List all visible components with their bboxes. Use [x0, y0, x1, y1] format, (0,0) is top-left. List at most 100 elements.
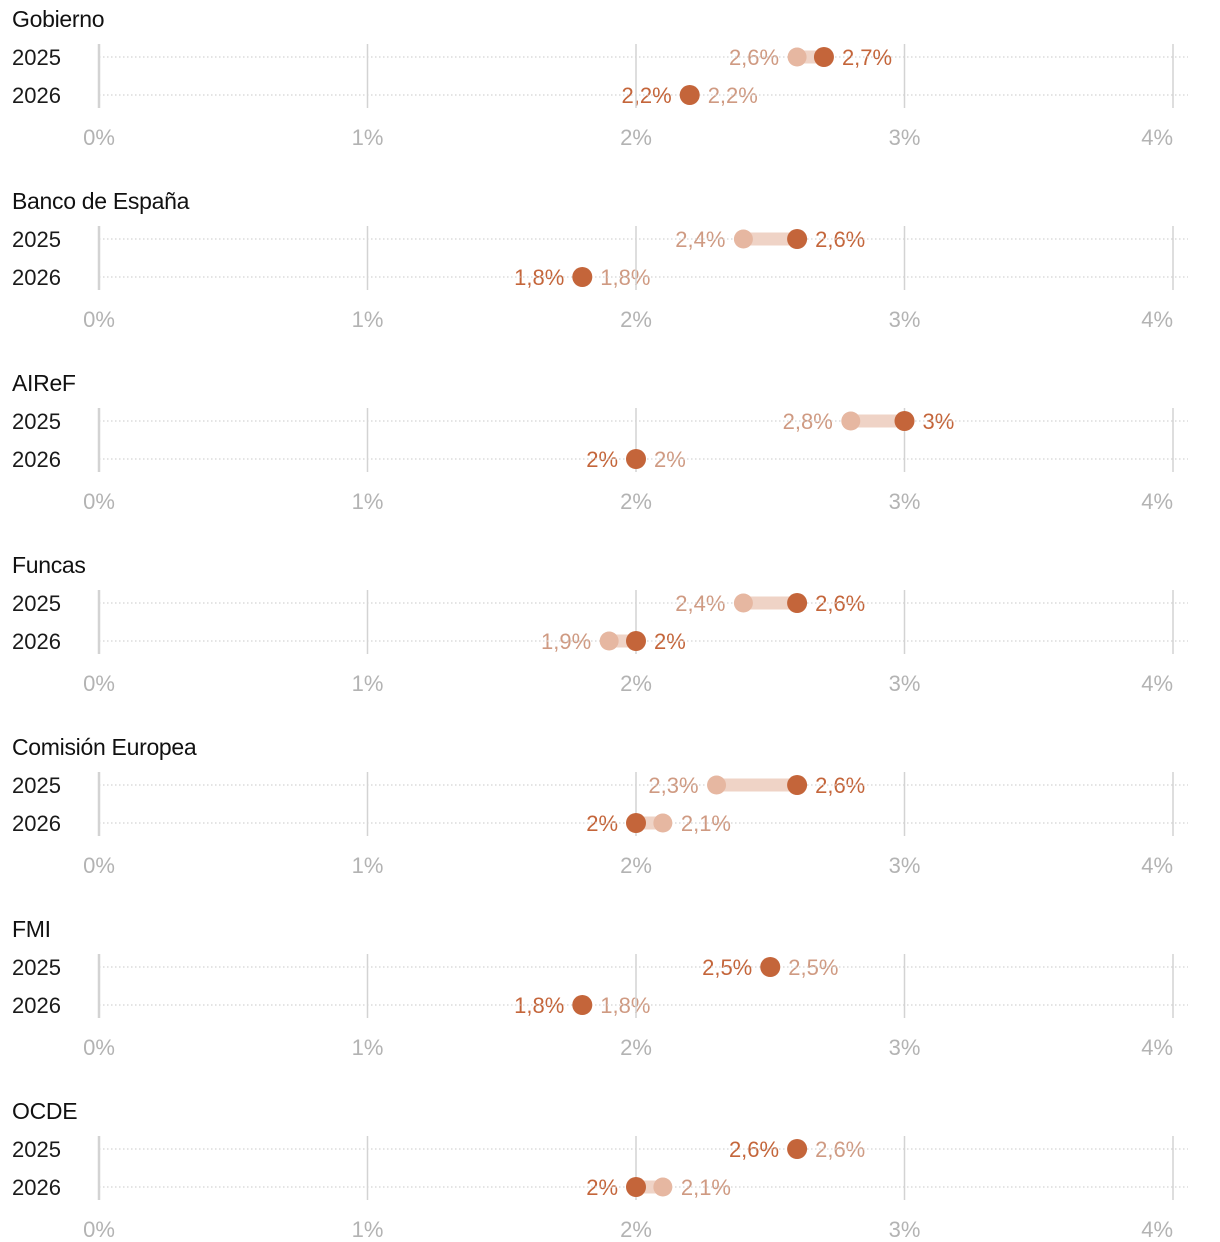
- previous-value-label: 2,1%: [681, 1175, 731, 1200]
- previous-value-label: 2,6%: [729, 45, 779, 70]
- current-forecast-dot: [787, 1139, 808, 1159]
- previous-value-label: 1,8%: [600, 265, 650, 290]
- current-value-label: 2%: [586, 811, 618, 836]
- current-forecast-dot: [760, 957, 781, 977]
- current-forecast-dot: [626, 813, 646, 833]
- current-forecast-dot: [894, 411, 915, 431]
- x-tick-label: 2%: [620, 1217, 652, 1242]
- previous-forecast-dot: [599, 631, 619, 651]
- row-label: 2026: [12, 1175, 61, 1200]
- x-tick-label: 3%: [889, 307, 921, 332]
- x-tick-label: 1%: [352, 125, 384, 150]
- row-label: 2026: [12, 811, 61, 836]
- previous-value-label: 2,5%: [788, 955, 838, 980]
- current-forecast-dot: [787, 775, 808, 795]
- previous-forecast-dot: [787, 47, 807, 67]
- x-tick-label: 4%: [1141, 1217, 1173, 1242]
- x-tick-label: 4%: [1141, 1035, 1173, 1060]
- previous-value-label: 1,8%: [600, 993, 650, 1018]
- previous-forecast-dot: [653, 1177, 673, 1197]
- row-label: 2025: [12, 409, 61, 434]
- current-forecast-dot: [626, 1177, 646, 1197]
- row-label: 2025: [12, 955, 61, 980]
- x-tick-label: 2%: [620, 1035, 652, 1060]
- previous-forecast-dot: [733, 229, 753, 249]
- previous-value-label: 2%: [654, 447, 686, 472]
- current-value-label: 2%: [654, 629, 686, 654]
- current-forecast-dot: [813, 47, 834, 67]
- x-tick-label: 1%: [352, 853, 384, 878]
- current-forecast-dot: [572, 995, 593, 1015]
- x-tick-label: 3%: [889, 1035, 921, 1060]
- previous-forecast-dot: [653, 813, 673, 833]
- x-tick-label: 1%: [352, 671, 384, 696]
- row-label: 2026: [12, 629, 61, 654]
- current-forecast-dot: [626, 631, 646, 651]
- x-tick-label: 0%: [83, 671, 115, 696]
- x-tick-label: 3%: [889, 125, 921, 150]
- current-forecast-dot: [787, 593, 808, 613]
- current-forecast-dot: [626, 449, 646, 469]
- row-label: 2025: [12, 1137, 61, 1162]
- x-tick-label: 3%: [889, 489, 921, 514]
- row-label: 2025: [12, 45, 61, 70]
- x-tick-label: 3%: [889, 671, 921, 696]
- current-value-label: 2%: [586, 1175, 618, 1200]
- panel-title: Funcas: [12, 552, 86, 578]
- previous-value-label: 2,3%: [648, 773, 698, 798]
- x-tick-label: 4%: [1141, 307, 1173, 332]
- current-value-label: 2%: [586, 447, 618, 472]
- previous-forecast-dot: [841, 411, 861, 431]
- x-tick-label: 0%: [83, 489, 115, 514]
- x-tick-label: 3%: [889, 1217, 921, 1242]
- x-tick-label: 0%: [83, 1217, 115, 1242]
- x-tick-label: 4%: [1141, 489, 1173, 514]
- x-tick-label: 2%: [620, 125, 652, 150]
- panel-title: Gobierno: [12, 6, 104, 32]
- x-tick-label: 3%: [889, 853, 921, 878]
- row-label: 2026: [12, 993, 61, 1018]
- row-label: 2026: [12, 265, 61, 290]
- row-label: 2026: [12, 447, 61, 472]
- previous-forecast-dot: [707, 775, 727, 795]
- row-label: 2025: [12, 591, 61, 616]
- x-tick-label: 0%: [83, 1035, 115, 1060]
- row-label: 2026: [12, 83, 61, 108]
- x-tick-label: 2%: [620, 307, 652, 332]
- x-tick-label: 4%: [1141, 853, 1173, 878]
- current-forecast-dot: [787, 229, 808, 249]
- panel-title: Comisión Europea: [12, 734, 197, 760]
- x-tick-label: 0%: [83, 125, 115, 150]
- x-tick-label: 1%: [352, 489, 384, 514]
- x-tick-label: 1%: [352, 1035, 384, 1060]
- panel-title: Banco de España: [12, 188, 190, 214]
- previous-value-label: 2,1%: [681, 811, 731, 836]
- x-tick-label: 0%: [83, 853, 115, 878]
- previous-value-label: 1,9%: [541, 629, 591, 654]
- x-tick-label: 2%: [620, 853, 652, 878]
- row-label: 2025: [12, 227, 61, 252]
- panel-title: OCDE: [12, 1098, 77, 1124]
- x-tick-label: 1%: [352, 1217, 384, 1242]
- x-tick-label: 4%: [1141, 671, 1173, 696]
- panel-title: AIReF: [12, 370, 76, 396]
- x-tick-label: 2%: [620, 671, 652, 696]
- x-tick-label: 4%: [1141, 125, 1173, 150]
- panel-title: FMI: [12, 916, 51, 942]
- x-tick-label: 0%: [83, 307, 115, 332]
- x-tick-label: 1%: [352, 307, 384, 332]
- current-value-label: 2,6%: [729, 1137, 779, 1162]
- previous-forecast-dot: [733, 593, 753, 613]
- current-forecast-dot: [572, 267, 593, 287]
- x-tick-label: 2%: [620, 489, 652, 514]
- current-forecast-dot: [679, 85, 700, 105]
